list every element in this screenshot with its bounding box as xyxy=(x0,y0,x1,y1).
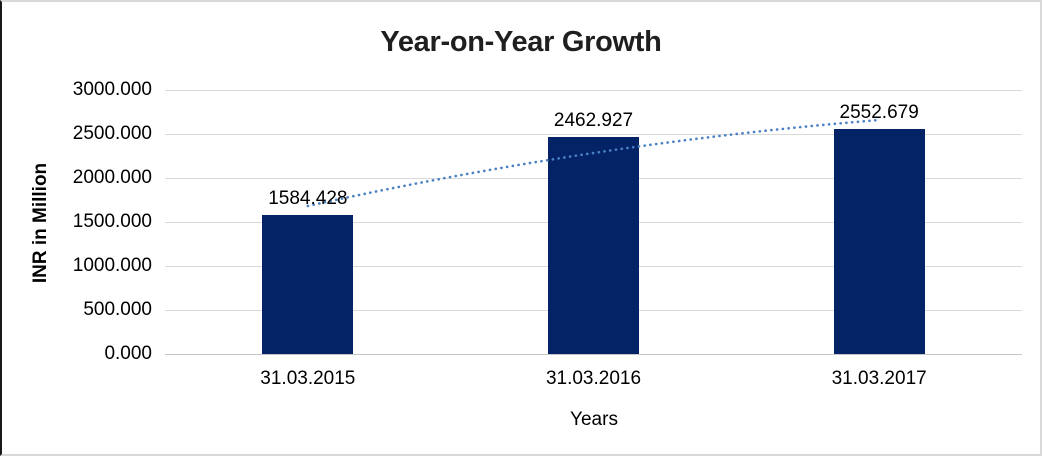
y-tick-label: 1500.000 xyxy=(72,211,152,232)
gridline xyxy=(165,90,1022,91)
x-tick-label: 31.03.2015 xyxy=(260,368,356,389)
y-tick-label: 3000.000 xyxy=(72,79,152,100)
y-tick-label: 1000.000 xyxy=(72,255,152,276)
gridline xyxy=(165,354,1022,355)
y-tick-label: 500.000 xyxy=(83,299,152,320)
y-tick-label: 2500.000 xyxy=(72,123,152,144)
x-tick-label: 31.03.2017 xyxy=(831,368,927,389)
bar-31.03.2017 xyxy=(833,129,925,354)
data-label: 2462.927 xyxy=(553,110,634,132)
y-tick-label: 2000.000 xyxy=(72,167,152,188)
data-label: 1584.428 xyxy=(268,187,348,209)
bar-31.03.2015 xyxy=(262,214,354,354)
bar-31.03.2016 xyxy=(548,137,639,354)
y-tick-label: 0.000 xyxy=(104,343,152,364)
data-label: 2552.679 xyxy=(839,102,919,124)
chart-title: Year-on-Year Growth xyxy=(380,26,662,58)
x-axis-title: Years xyxy=(570,409,618,430)
x-tick-label: 31.03.2016 xyxy=(545,368,642,389)
